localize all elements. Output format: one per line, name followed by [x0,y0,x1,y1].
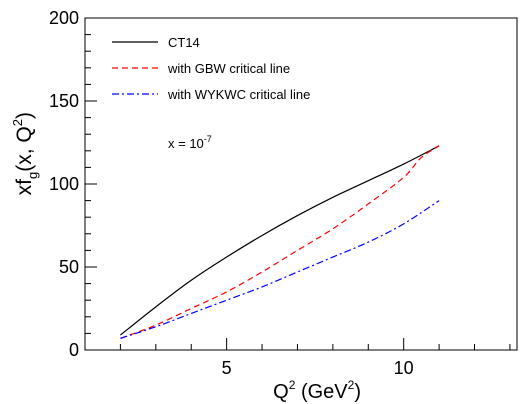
axis-ticks: 0 50 100 150 200 5 10 [49,8,511,378]
y-axis-title-mid: (x, Q [13,126,36,172]
legend-label-ct14: CT14 [168,35,200,50]
y-tick-label: 150 [49,91,79,111]
y-axis-title-sub: g [25,172,40,179]
plot-frame [84,17,518,351]
y-axis-title-pre: xf [13,179,36,196]
x-axis-title: Q2 (GeV2) [273,378,361,403]
x-axis-title-mid: (GeV [295,381,348,403]
series-layer [120,145,440,339]
y-axis-title: xfg(x, Q2) [10,112,40,195]
annotation-base: x = 10 [168,136,204,151]
legend-label-gbw: with GBW critical line [167,61,290,76]
x-axis-title-sup2: 2 [348,378,355,392]
y-tick-label: 0 [69,340,79,360]
x-axis-title-sup1: 2 [289,378,296,392]
x-tick-label: 5 [222,358,232,378]
y-tick-label: 100 [49,174,79,194]
y-axis-title-end: ) [13,112,36,119]
y-axis-title-sup: 2 [10,119,25,126]
y-tick-label: 50 [59,257,79,277]
x-axis-title-end: ) [354,381,361,403]
series-line-1 [120,145,440,339]
series-line-0 [120,145,440,336]
x-tick-label: 10 [394,358,414,378]
legend-label-wykwc: with WYKWC critical line [167,87,310,102]
legend: CT14 with GBW critical line with WYKWC c… [112,35,310,102]
annotation-sup: -7 [204,134,212,144]
series-line-2 [120,200,440,339]
x-axis-title-base: Q [273,381,289,403]
annotation-x-value: x = 10-7 [168,134,212,151]
y-tick-label: 200 [49,8,79,28]
